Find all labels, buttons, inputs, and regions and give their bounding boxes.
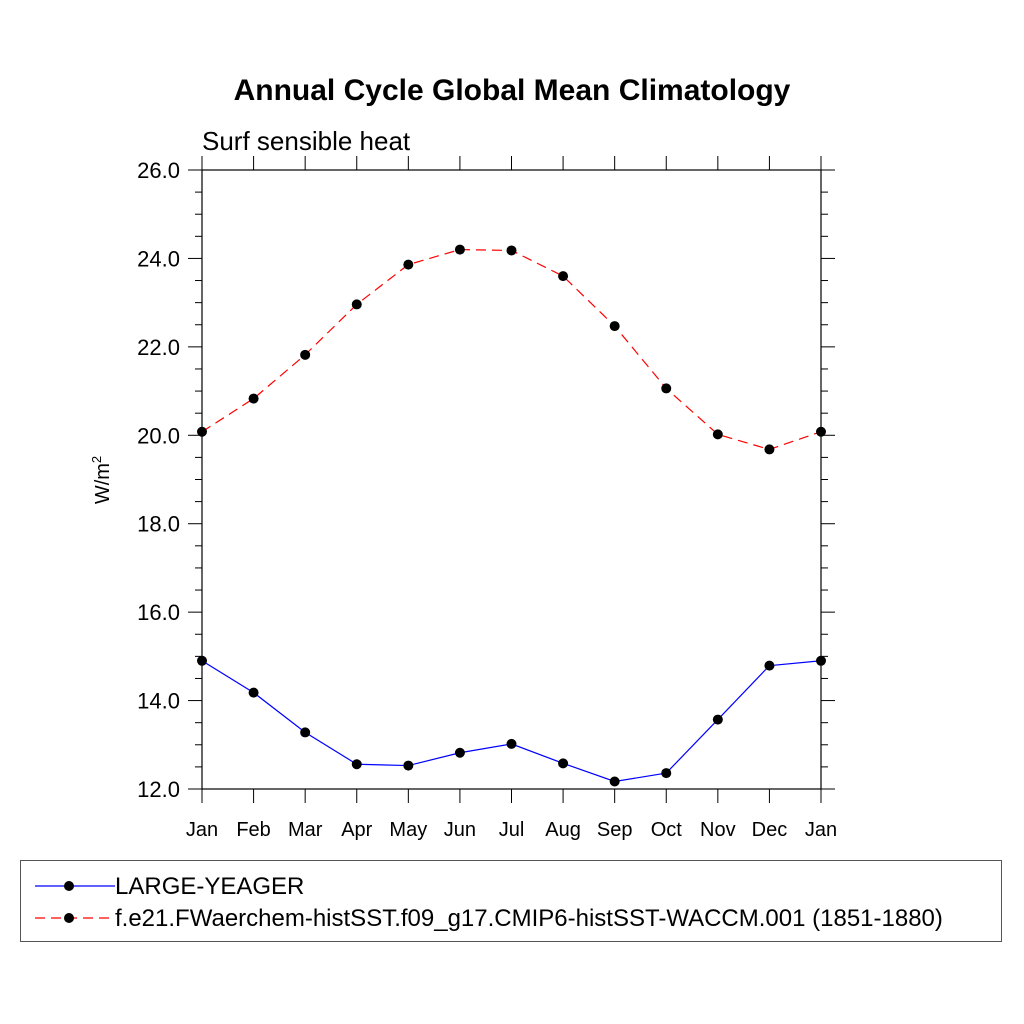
y-tick-label: 20.0 — [137, 423, 180, 448]
x-tick-label: Jul — [499, 819, 525, 841]
legend-swatch-waccm — [35, 913, 115, 923]
data-point — [454, 747, 465, 758]
legend-label-waccm: f.e21.FWaerchem-histSST.f09_g17.CMIP6-hi… — [115, 905, 943, 932]
x-tick-label: Jan — [186, 819, 218, 841]
legend-entry-large-yeager: LARGE-YEAGER — [21, 871, 1001, 901]
chart-title: Annual Cycle Global Mean Climatology — [233, 74, 791, 107]
data-point — [764, 444, 775, 455]
x-tick-label: Sep — [597, 819, 633, 841]
data-point — [558, 758, 569, 769]
chart-subtitle: Surf sensible heat — [202, 126, 411, 156]
x-tick-label: Jan — [805, 819, 837, 841]
y-tick-label: 12.0 — [137, 777, 180, 802]
y-tick-label: 18.0 — [137, 512, 180, 537]
legend: LARGE-YEAGER f.e21.FWaerchem-histSST.f09… — [20, 860, 1002, 942]
legend-swatch-large-yeager — [35, 881, 115, 891]
axis-ticks: Jan Feb Mar Apr May Jun Jul Aug Sep Oct Nov Dec Jan 1… — [137, 156, 837, 841]
series-group — [197, 244, 826, 787]
legend-entry-waccm: f.e21.FWaerchem-histSST.f09_g17.CMIP6-hi… — [21, 903, 1001, 933]
x-tick-label: Feb — [236, 819, 270, 841]
data-point — [816, 426, 826, 437]
y-axis-label-exponent: 2 — [89, 455, 105, 464]
data-point — [506, 245, 517, 256]
plot-frame — [201, 169, 822, 790]
data-point — [816, 655, 826, 666]
data-point — [506, 738, 517, 749]
legend-label-large-yeager: LARGE-YEAGER — [115, 873, 305, 900]
y-tick-label: 14.0 — [137, 689, 180, 714]
data-point — [351, 299, 362, 310]
data-point — [712, 714, 723, 725]
x-tick-label: Nov — [700, 819, 736, 841]
x-tick-label: Mar — [288, 819, 323, 841]
x-tick-label: Oct — [651, 819, 683, 841]
y-tick-label: 24.0 — [137, 246, 180, 271]
y-tick-label: 22.0 — [137, 335, 180, 360]
y-axis-label-base: W/m — [91, 463, 114, 505]
data-point — [454, 244, 465, 255]
data-point — [609, 776, 620, 787]
data-point — [197, 426, 207, 437]
data-point — [609, 321, 620, 332]
data-point — [197, 655, 207, 666]
data-point — [661, 768, 672, 779]
data-point — [300, 349, 311, 360]
data-point — [403, 259, 414, 270]
data-point — [712, 429, 723, 440]
series-line-1 — [201, 248, 822, 451]
x-tick-label: Jun — [444, 819, 476, 841]
data-point — [351, 759, 362, 770]
data-point — [661, 383, 672, 394]
data-point — [300, 727, 311, 738]
y-tick-label: 26.0 — [137, 158, 180, 183]
data-point — [248, 393, 259, 404]
data-point — [558, 271, 569, 282]
data-point — [403, 760, 414, 771]
x-tick-label: May — [389, 819, 427, 841]
y-tick-label: 16.0 — [137, 600, 180, 625]
x-tick-label: Aug — [545, 819, 581, 841]
x-tick-label: Apr — [341, 819, 372, 841]
data-point — [764, 660, 775, 671]
series-line-0 — [201, 660, 822, 783]
y-axis-label: W/m2 — [89, 456, 115, 504]
data-point — [248, 687, 259, 698]
x-tick-label: Dec — [752, 819, 788, 841]
